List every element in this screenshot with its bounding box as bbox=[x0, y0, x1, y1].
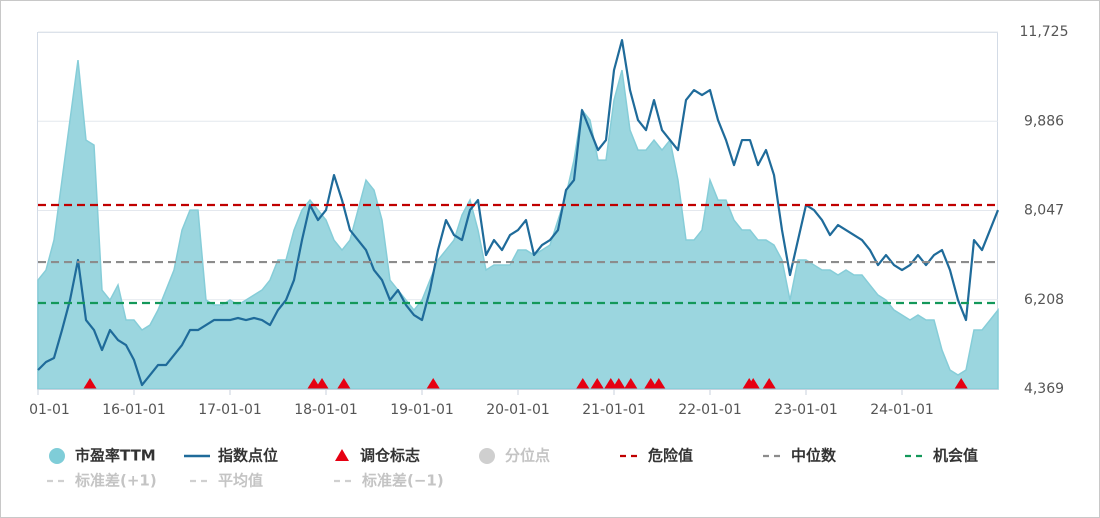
y-tick-label: 8,047 bbox=[1024, 203, 1064, 219]
x-tick-label: 23-01-01 bbox=[774, 402, 838, 418]
rebalance-marker bbox=[315, 378, 329, 389]
legend-label: 分位点 bbox=[505, 447, 550, 465]
rebalance-marker bbox=[624, 378, 638, 389]
x-tick-label: 19-01-01 bbox=[390, 402, 454, 418]
legend-symbol bbox=[479, 448, 495, 464]
x-labels: 15-01-01 16-01-01 17-01-01 18-01-01 19-01-01… bbox=[6, 402, 934, 418]
x-tick-label: 20-01-01 bbox=[486, 402, 550, 418]
legend-symbol bbox=[335, 449, 349, 461]
legend-label: 调仓标志 bbox=[360, 447, 420, 465]
rebalance-marker bbox=[337, 378, 351, 389]
x-tick-label: 16-01-01 bbox=[102, 402, 166, 418]
legend-label: 标准差(+1) bbox=[74, 472, 157, 490]
rebalance-marker bbox=[426, 378, 440, 389]
legend-label: 机会值 bbox=[933, 447, 978, 465]
y-axis: 4,369 6,208 8,047 9,886 11,725 bbox=[1020, 24, 1069, 397]
rebalance-marker bbox=[954, 378, 968, 389]
y-tick-label: 9,886 bbox=[1024, 113, 1064, 129]
x-tick-label: 21-01-01 bbox=[582, 402, 646, 418]
legend-label: 标准差(−1) bbox=[361, 472, 444, 490]
y-tick-label: 6,208 bbox=[1024, 292, 1064, 308]
x-tick-label: 22-01-01 bbox=[678, 402, 742, 418]
index-line bbox=[37, 39, 999, 387]
legend-label: 危险值 bbox=[648, 447, 693, 465]
pe-area bbox=[37, 60, 999, 390]
rebalance-marker bbox=[590, 378, 604, 389]
legend-label: 中位数 bbox=[791, 447, 837, 465]
legend-symbol bbox=[49, 448, 65, 464]
rebalance-marker bbox=[652, 378, 666, 389]
legend-label: 指数点位 bbox=[218, 447, 278, 465]
y-tick-label: 11,725 bbox=[1020, 24, 1069, 40]
x-axis bbox=[37, 389, 998, 395]
rebalance-marker bbox=[612, 378, 626, 389]
legend-label: 市盈率TTM bbox=[75, 447, 156, 465]
x-tick-label: 17-01-01 bbox=[198, 402, 262, 418]
x-tick-label: 24-01-01 bbox=[870, 402, 934, 418]
plot-area bbox=[37, 39, 999, 390]
y-tick-label: 4,369 bbox=[1024, 381, 1064, 397]
rebalance-marker bbox=[576, 378, 590, 389]
rebalance-marker bbox=[83, 378, 97, 389]
rebalance-marker bbox=[746, 378, 760, 389]
x-tick-label: 18-01-01 bbox=[294, 402, 358, 418]
legend-label: 平均值 bbox=[218, 472, 263, 490]
x-tick-label: 15-01-01 bbox=[6, 402, 70, 418]
rebalance-marker bbox=[762, 378, 776, 389]
